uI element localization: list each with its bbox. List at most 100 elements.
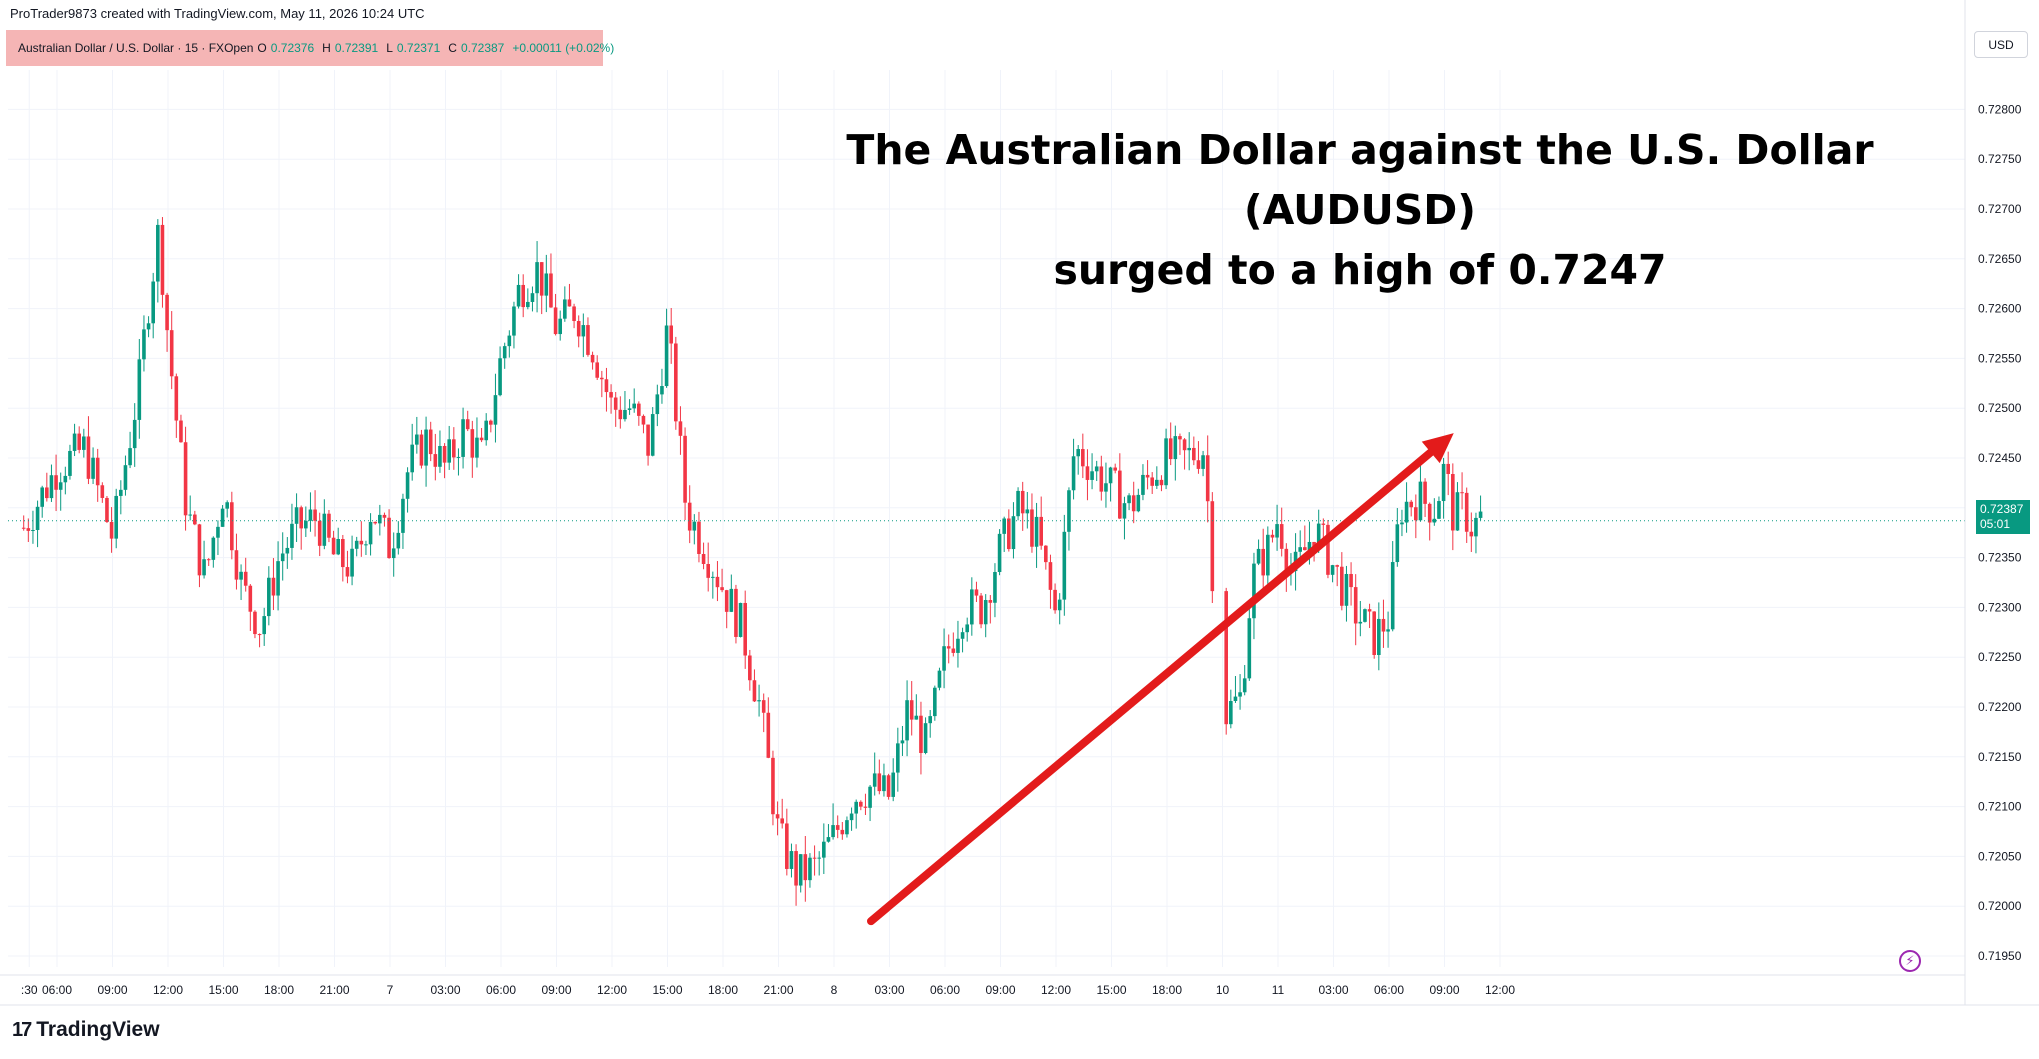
candle-body [1455,492,1460,531]
candle-body [748,655,752,681]
candle-body [1432,518,1437,523]
y-tick-label: 0.72250 [1978,650,2022,664]
candle-body [1039,516,1043,546]
candle-body [794,851,798,886]
candle-body [243,571,248,586]
x-tick-label: 03:00 [430,983,460,997]
candle-body [489,420,493,425]
candle-body [960,632,965,639]
candle-body [405,472,410,499]
candle-body [1427,503,1432,523]
x-tick-label: 12:00 [1041,983,1071,997]
candle-body [230,502,234,551]
flash-icon[interactable]: ⚡ [1899,950,1921,972]
candle-body [285,547,290,554]
candle-body [581,325,586,337]
candle-body [840,829,845,835]
candle-body [188,514,192,516]
tradingview-logo[interactable]: 17 TradingView [12,1018,160,1042]
candle-body [1261,548,1265,576]
candle-body [1067,490,1071,532]
candle-body [979,595,983,625]
y-tick-label: 0.72800 [1978,102,2022,116]
candle-body [877,773,882,792]
candle-body [970,589,974,625]
candle-body [1316,523,1321,549]
candle-body [1298,547,1302,552]
candle-body [669,325,673,344]
candle-body [54,475,58,490]
change-value: +0.00011 (+0.02%) [512,41,615,55]
x-tick-label: 15:00 [652,983,682,997]
candle-body [428,429,433,455]
y-tick-label: 0.72700 [1978,202,2022,216]
candle-body [1164,438,1168,486]
candle-body [1377,618,1381,656]
candle-body [21,527,26,529]
candle-body [396,532,401,549]
candle-body [1145,474,1150,478]
symbol-legend[interactable]: Australian Dollar / U.S. Dollar · 15 · F… [6,30,614,66]
candle-body [364,544,368,546]
x-tick-label: 12:00 [1485,983,1515,997]
candle-body [1002,518,1006,534]
candle-body [387,517,391,559]
x-tick-label: 09:00 [97,983,127,997]
candle-body [1085,466,1090,480]
candle-body [946,646,951,649]
candle-body [1136,494,1141,512]
candle-body [280,553,285,562]
candle-body [1474,517,1478,537]
x-tick-label: 21:00 [763,983,793,997]
candle-body [1284,548,1289,573]
candle-body [1168,438,1173,460]
candle-body [1173,436,1178,460]
candle-body [863,806,868,808]
candle-body [512,306,516,336]
candle-body [757,700,761,702]
candle-body [1205,455,1210,502]
candle-body [595,362,599,378]
candle-body [276,561,280,596]
candle-body [766,712,771,758]
candle-body [988,600,993,603]
candle-body [433,454,438,467]
bar-countdown: 05:01 [1980,517,2011,531]
candle-body [1478,511,1483,518]
candle-body [1196,460,1201,469]
candle-body [1372,611,1376,656]
candle-body [1229,701,1233,725]
candle-body [1178,436,1182,440]
candle-body [290,523,294,548]
candle-body [341,538,345,568]
candle-body [336,538,340,555]
candle-body [313,509,317,521]
candle-body [831,825,835,838]
candle-body [1363,609,1367,622]
candle-body [502,346,507,359]
currency-button[interactable]: USD [1974,31,2028,58]
candle-body [1150,477,1154,486]
candle-body [1233,696,1238,701]
candle-body [965,624,969,633]
candle-body [516,284,521,307]
candle-body [350,548,354,577]
candle-body [1437,501,1441,519]
candle-body [234,550,239,580]
candle-body [1326,524,1330,575]
candle-body [553,307,558,335]
headline-annotation: The Australian Dollar against the U.S. D… [740,120,1980,300]
candle-body [1381,618,1386,632]
candle-body [997,533,1002,572]
candle-body [1344,573,1349,606]
x-tick-label: 18:00 [264,983,294,997]
candle-body [683,435,687,503]
candle-body [983,600,988,625]
candle-body [262,616,266,635]
y-tick-label: 0.72300 [1978,600,2022,614]
candle-body [1367,609,1372,612]
candle-body [142,329,146,360]
current-price-value: 0.72387 [1980,502,2024,516]
candle-body [650,414,655,456]
